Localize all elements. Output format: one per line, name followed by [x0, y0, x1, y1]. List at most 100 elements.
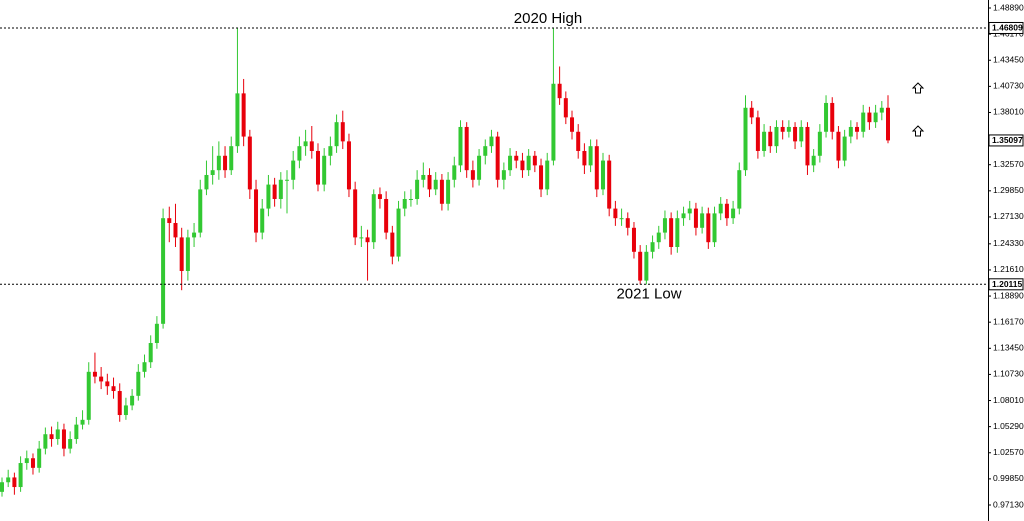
candle-body: [402, 198, 407, 209]
candle-body: [30, 458, 35, 468]
candle-body: [669, 218, 674, 247]
candle-body: [43, 434, 48, 449]
candle-body: [793, 126, 798, 142]
candle-body: [130, 395, 135, 406]
candle-body: [99, 376, 104, 382]
level-price-label: 1.20115: [992, 279, 1023, 289]
level-price-box: [988, 21, 1024, 34]
y-tick-label: 1.10730: [993, 369, 1024, 379]
candle-body: [879, 107, 884, 113]
candle-body: [235, 93, 240, 147]
candle-body: [241, 93, 246, 137]
candle-body: [291, 160, 296, 180]
candle-body: [260, 208, 265, 233]
candle-body: [644, 251, 649, 281]
y-tick-label: 1.18890: [993, 290, 1024, 300]
candle-body: [607, 160, 612, 209]
candle-body: [768, 131, 773, 147]
candle-body: [551, 83, 556, 161]
candle-body: [687, 208, 692, 214]
candle-body: [390, 232, 395, 257]
y-tick-label: 0.97130: [993, 499, 1024, 509]
candle-body: [105, 381, 110, 387]
candle-body: [508, 155, 513, 171]
y-tick-label: 1.24330: [993, 238, 1024, 248]
candle-body: [799, 126, 804, 142]
candle-body: [470, 170, 475, 180]
candle-body: [576, 131, 581, 151]
candle-body: [229, 146, 234, 171]
y-tick-label: 1.21610: [993, 264, 1024, 274]
candle-body: [18, 463, 23, 488]
candle-body: [55, 429, 60, 440]
up-arrow: [911, 82, 925, 137]
candle-body: [514, 155, 519, 161]
candle-body: [377, 194, 382, 199]
candle-body: [724, 203, 729, 219]
candle-body: [427, 174, 432, 190]
candle-body: [266, 184, 271, 209]
candle-body: [613, 208, 618, 219]
candle-body: [439, 179, 444, 204]
candle-body: [247, 136, 252, 190]
candle-body: [718, 203, 723, 214]
candle-body: [867, 112, 872, 123]
candle-body: [74, 424, 79, 440]
candle-body: [37, 448, 42, 468]
candle-body: [830, 102, 835, 132]
candle-body: [371, 194, 376, 243]
candle-body: [278, 179, 283, 199]
candle-body: [421, 174, 426, 180]
candle-body: [873, 112, 878, 123]
candle-body: [712, 213, 717, 243]
candle-body: [563, 98, 568, 118]
candle-body: [539, 165, 544, 190]
candle-body: [285, 179, 290, 181]
candle-body: [6, 477, 11, 483]
candle-body: [384, 198, 389, 233]
candle-body: [886, 107, 890, 141]
candle-body: [861, 112, 866, 132]
candle-body: [594, 146, 599, 190]
level-price-label: 1.46809: [992, 23, 1023, 33]
candle-body: [625, 218, 630, 228]
candle-body: [309, 141, 314, 151]
candle-body: [848, 126, 853, 137]
candle-body: [520, 160, 525, 171]
level-price-box: [988, 278, 1024, 291]
candle-body: [123, 405, 128, 416]
candle-body: [117, 391, 122, 416]
candle-body: [780, 126, 785, 132]
y-tick-label: 1.13450: [993, 343, 1024, 353]
candle-body: [68, 439, 73, 449]
y-tick-label: 1.38010: [993, 107, 1024, 117]
candle-body: [681, 213, 686, 219]
candle-body: [322, 155, 327, 185]
candle-body: [755, 117, 760, 151]
candle-body: [167, 218, 172, 223]
candle-body: [433, 179, 438, 190]
candle-body: [700, 213, 705, 228]
candle-body: [464, 126, 469, 171]
candle-body: [185, 237, 190, 271]
candle-body: [148, 343, 153, 363]
candle-body: [198, 189, 203, 233]
candle-body: [396, 208, 401, 257]
candle-body: [272, 184, 277, 199]
level-annotation: 2020 High: [514, 10, 582, 27]
y-tick-label: 1.27130: [993, 211, 1024, 221]
candle-body: [786, 126, 791, 132]
candle-body: [111, 386, 116, 392]
candle-body: [136, 371, 141, 396]
candle-body: [749, 107, 754, 118]
candle-body: [192, 232, 197, 238]
candle-body: [817, 131, 822, 156]
candle-body: [210, 170, 215, 175]
candle-body: [346, 141, 351, 190]
candle-body: [359, 237, 364, 239]
candle-body: [656, 232, 661, 243]
candle-body: [706, 213, 711, 243]
candle-body: [842, 136, 847, 161]
